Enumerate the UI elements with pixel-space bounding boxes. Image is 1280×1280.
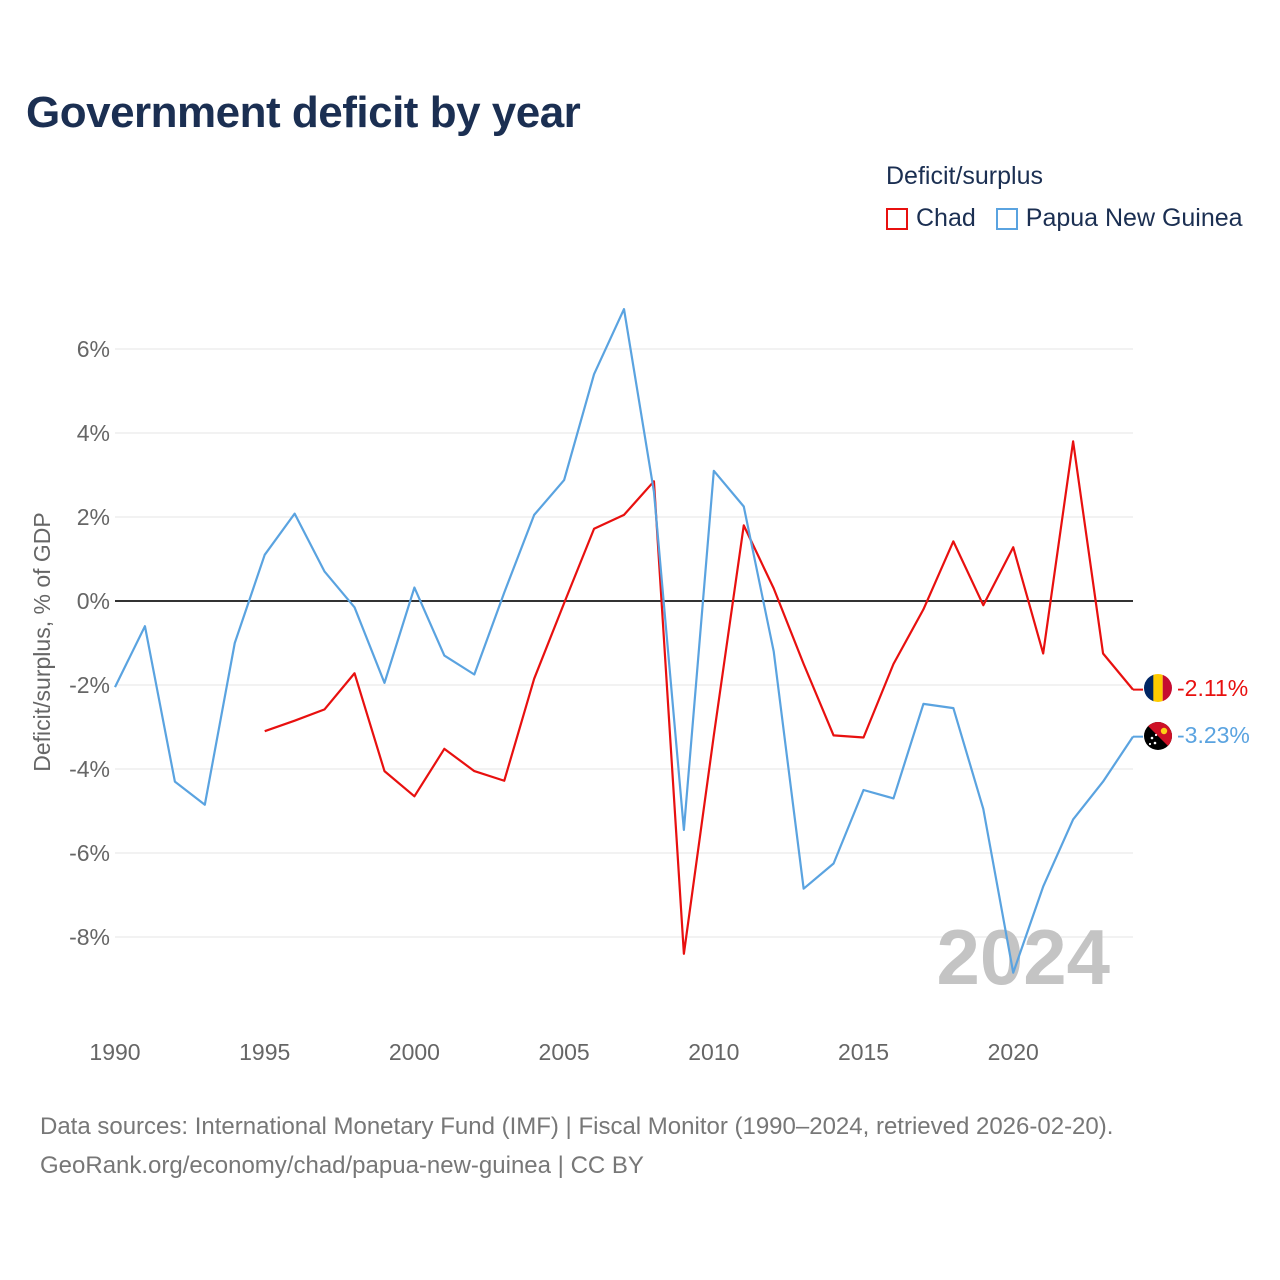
legend-label-papua-new-guinea: Papua New Guinea — [1025, 204, 1243, 232]
y-tick-label: -2% — [69, 672, 110, 698]
papua-new-guinea-end-value: -3.23% — [1177, 722, 1250, 748]
y-tick-label: 4% — [77, 420, 110, 446]
x-tick-label: 2010 — [688, 1039, 739, 1065]
legend-item-chad[interactable]: Chad — [886, 204, 976, 233]
x-tick-labels: 1990 1995 2000 2005 2010 2015 2020 — [89, 1039, 1038, 1065]
chad-flag-icon — [1144, 674, 1172, 702]
y-tick-label: 2% — [77, 504, 110, 530]
x-tick-label: 2020 — [988, 1039, 1039, 1065]
y-tick-label: 0% — [77, 588, 110, 614]
legend-swatch-chad — [886, 207, 908, 230]
y-tick-label: -8% — [69, 924, 110, 950]
series-lines — [114, 308, 1143, 974]
legend-swatch-papua-new-guinea — [995, 207, 1018, 230]
y-tick-labels: 6% 4% 2% 0% -2% -4% -6% -8% — [69, 336, 110, 950]
y-tick-label: -6% — [69, 840, 110, 866]
series-line-papua-new-guinea[interactable] — [114, 308, 1134, 974]
x-tick-label: 2015 — [838, 1039, 889, 1065]
chart-title: Government deficit by year — [26, 88, 581, 137]
y-axis-title: Deficit/surplus, % of GDP — [29, 512, 55, 771]
x-tick-label: 2005 — [539, 1039, 590, 1065]
x-tick-label: 1990 — [89, 1039, 140, 1065]
source-line-2[interactable]: GeoRank.org/economy/chad/papua-new-guine… — [40, 1152, 644, 1179]
year-watermark: 2024 — [936, 913, 1110, 1001]
x-tick-label: 2000 — [389, 1039, 440, 1065]
legend: Chad Papua New Guinea — [886, 204, 1263, 233]
chad-end-value: -2.11% — [1177, 675, 1248, 701]
legend-title: Deficit/surplus — [886, 162, 1043, 190]
papua-new-guinea-flag-icon — [1144, 722, 1172, 750]
series-line-chad[interactable] — [264, 440, 1134, 955]
legend-item-papua-new-guinea[interactable]: Papua New Guinea — [995, 204, 1243, 233]
y-tick-label: -4% — [69, 756, 110, 782]
source-note: Data sources: International Monetary Fun… — [40, 1107, 1113, 1185]
gridlines — [115, 348, 1133, 938]
source-line-1: Data sources: International Monetary Fun… — [40, 1113, 1114, 1140]
x-tick-label: 1995 — [239, 1039, 290, 1065]
legend-label-chad: Chad — [916, 204, 976, 232]
y-tick-label: 6% — [77, 336, 110, 362]
